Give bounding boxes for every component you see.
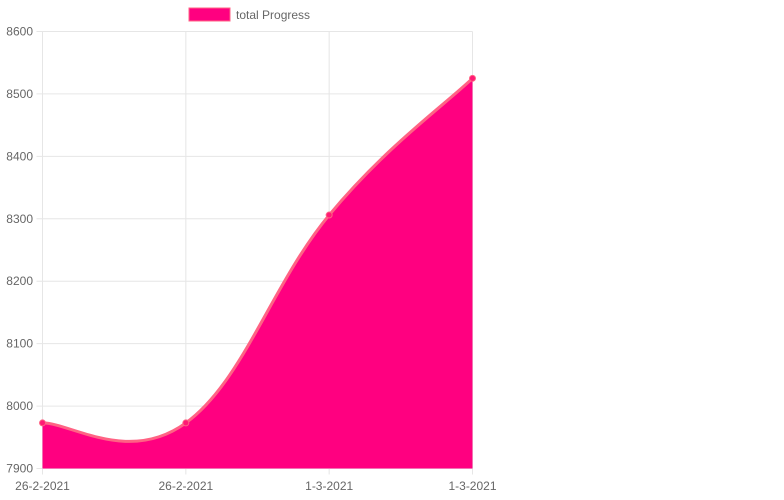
data-point[interactable] [182,419,190,427]
x-tick-label: 1-3-2021 [305,479,353,493]
x-tick-label: 26-2-2021 [158,479,213,493]
series-area [42,78,473,469]
x-axis-ticks: 26-2-2021 26-2-2021 1-3-2021 1-3-2021 [15,479,497,493]
y-axis-ticks: 7900 8000 8100 8200 8300 8400 8500 8600 [6,25,33,476]
y-tick-label: 7900 [6,462,33,476]
y-tick-label: 8000 [6,399,33,413]
x-tick-label: 26-2-2021 [15,479,70,493]
legend[interactable]: total Progress [188,7,310,22]
y-tick-label: 8500 [6,87,33,101]
y-tick-label: 8600 [6,25,33,39]
y-tick-label: 8100 [6,337,33,351]
point-layer [39,74,476,427]
legend-label: total Progress [236,8,310,22]
x-tick-label: 1-3-2021 [448,479,496,493]
data-point[interactable] [39,419,46,427]
y-tick-label: 8400 [6,149,33,163]
series-line [42,77,474,443]
y-tick-label: 8300 [6,212,33,226]
area-layer [42,77,474,469]
data-point[interactable] [469,74,476,82]
data-point[interactable] [325,211,333,219]
legend-swatch [188,7,231,22]
y-tick-label: 8200 [6,274,33,288]
